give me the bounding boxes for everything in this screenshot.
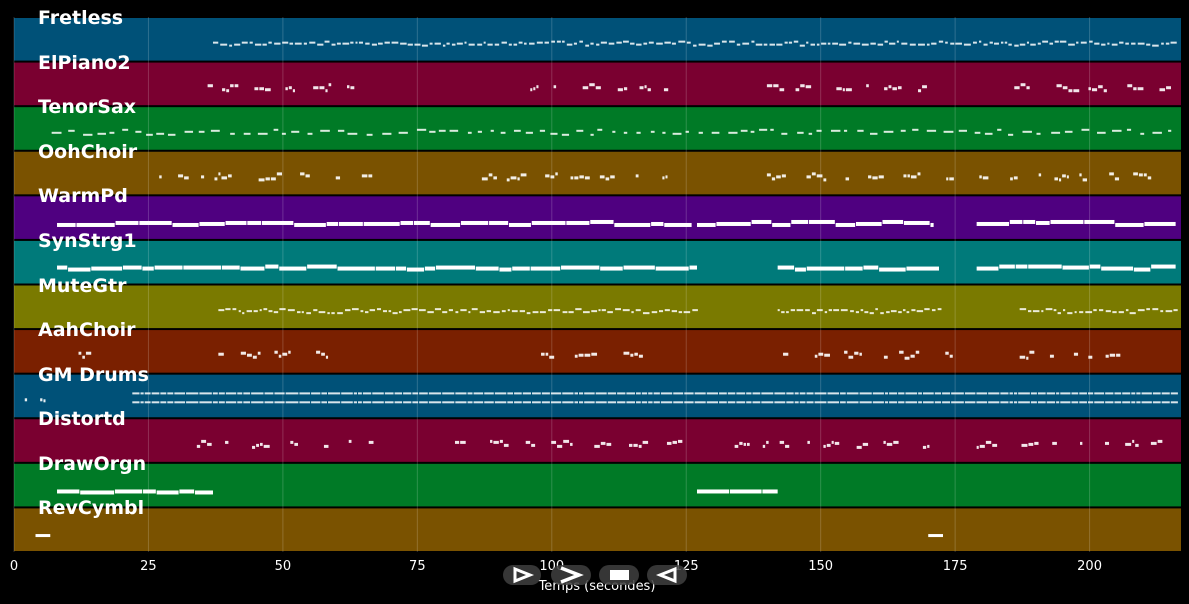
note-segment <box>766 172 1152 182</box>
note-segment <box>454 439 683 448</box>
note-segment <box>696 219 934 227</box>
x-tick-label: 75 <box>409 559 426 574</box>
rewind-button[interactable] <box>647 565 687 585</box>
x-tick-label: 50 <box>274 559 292 574</box>
note-segment <box>57 264 697 272</box>
note-segment <box>57 489 213 495</box>
track-name-label: DrawOrgn <box>38 452 147 475</box>
track-name-label: GM Drums <box>38 363 149 386</box>
track-name-label: SynStrg1 <box>38 229 137 252</box>
track-lane <box>14 463 1181 507</box>
track-name-label: MuteGtr <box>38 274 127 297</box>
x-tick-label: 25 <box>140 559 157 574</box>
track-lane <box>14 330 1181 373</box>
track-lane <box>14 196 1181 239</box>
track-name-label: AahChoir <box>38 319 136 342</box>
note-segment <box>541 351 643 359</box>
track-lane <box>14 508 1181 551</box>
note-segment <box>928 534 943 538</box>
note-segment <box>1014 83 1172 93</box>
note-segment <box>218 350 329 359</box>
note-segment <box>159 172 373 182</box>
track-lane <box>14 18 1181 61</box>
note-segment <box>481 172 668 182</box>
note-segment <box>976 219 1176 227</box>
note-segment <box>696 489 778 494</box>
note-segment <box>35 534 51 538</box>
note-segment <box>212 40 1012 47</box>
track-lane <box>14 62 1181 106</box>
note-segment <box>1019 350 1121 360</box>
note-segment <box>78 351 92 359</box>
track-name-label: Distortd <box>38 408 126 431</box>
track-lane <box>14 240 1181 284</box>
note-segment <box>777 265 939 272</box>
stop-button[interactable] <box>599 565 639 585</box>
note-segment <box>1019 308 1178 315</box>
note-segment <box>783 350 953 360</box>
note-segment <box>734 440 930 449</box>
note-segment <box>196 439 374 449</box>
note-segment <box>530 83 669 92</box>
track-name-label: RevCymbl <box>38 497 145 520</box>
track-name-label: Fretless <box>38 7 124 29</box>
x-tick-label: 150 <box>808 559 834 574</box>
track-name-label: WarmPd <box>38 185 128 208</box>
fast-forward-button[interactable] <box>551 565 591 585</box>
rewind-icon <box>655 566 677 584</box>
note-segment <box>57 219 692 227</box>
x-tick-label: 200 <box>1077 559 1102 574</box>
note-segment <box>207 83 355 93</box>
track-name-label: OohChoir <box>38 140 138 163</box>
note-segment <box>218 308 698 315</box>
stop-icon <box>610 570 629 580</box>
track-lane <box>14 107 1181 150</box>
note-segment <box>1014 40 1177 47</box>
track-lane <box>14 374 1181 418</box>
note-segment <box>766 84 927 93</box>
play-icon <box>513 566 535 584</box>
note-segment <box>24 398 46 403</box>
track-lane <box>14 285 1181 329</box>
track-name-label: ElPiano2 <box>38 51 131 74</box>
x-tick-label: 0 <box>9 559 19 574</box>
x-tick-label: 175 <box>942 559 968 574</box>
note-segment <box>777 308 942 315</box>
fast-forward-icon <box>560 566 584 584</box>
note-segment <box>976 264 1176 272</box>
play-button[interactable] <box>503 565 541 585</box>
track-name-label: TenorSax <box>38 96 137 119</box>
note-segment <box>132 392 1178 404</box>
track-lane <box>14 151 1181 195</box>
track-lane <box>14 419 1181 462</box>
note-segment <box>51 128 1172 136</box>
note-segment <box>976 439 1163 449</box>
